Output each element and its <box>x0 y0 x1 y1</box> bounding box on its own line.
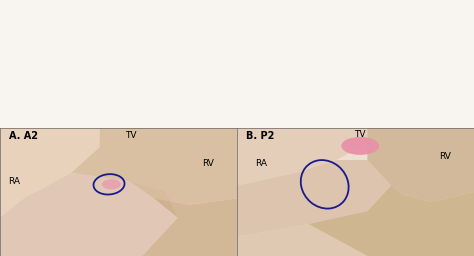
Polygon shape <box>367 128 474 202</box>
Text: TV: TV <box>125 131 136 140</box>
Polygon shape <box>0 128 100 218</box>
Text: A. A2: A. A2 <box>9 131 38 141</box>
Polygon shape <box>237 160 391 237</box>
Text: TV: TV <box>355 130 366 139</box>
Polygon shape <box>71 128 237 205</box>
Polygon shape <box>237 128 367 186</box>
Polygon shape <box>237 224 367 256</box>
Text: RV: RV <box>202 159 215 168</box>
Text: B. P2: B. P2 <box>246 131 275 141</box>
Polygon shape <box>0 173 178 256</box>
Text: RA: RA <box>8 177 20 186</box>
Polygon shape <box>308 186 474 256</box>
Ellipse shape <box>102 179 121 189</box>
Text: RV: RV <box>439 152 452 161</box>
Text: RA: RA <box>255 159 267 168</box>
Ellipse shape <box>341 137 379 155</box>
Polygon shape <box>142 198 237 256</box>
